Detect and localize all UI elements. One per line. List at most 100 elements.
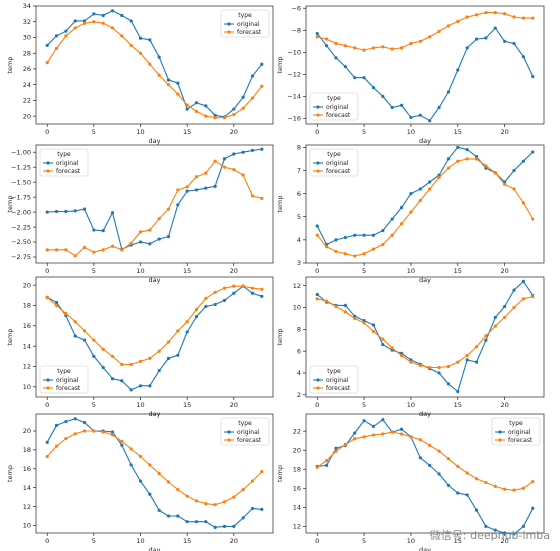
data-point-forecast: [456, 19, 460, 24]
data-point-forecast: [409, 41, 413, 46]
data-point-forecast: [334, 449, 338, 453]
data-point-forecast: [120, 362, 124, 367]
data-point-original: [512, 168, 516, 173]
legend-marker-forecast: [316, 386, 320, 390]
data-point-original: [250, 291, 255, 295]
y-tick-label: 20: [293, 446, 301, 454]
data-point-original: [484, 338, 488, 342]
data-point-original: [260, 507, 264, 511]
data-point-forecast: [362, 435, 366, 439]
legend-marker-forecast: [316, 113, 320, 117]
data-point-original: [353, 233, 357, 237]
data-point-original: [129, 19, 133, 23]
data-point-original: [343, 235, 347, 240]
x-axis-label: day: [149, 546, 161, 551]
data-point-original: [315, 292, 319, 297]
x-tick-label: 5: [92, 401, 96, 409]
data-point-original: [390, 217, 394, 221]
chart-1: 0 5 10 15 20 20 22 24 26 28 30 32 34 day temp type origi…: [6, 2, 274, 145]
data-point-forecast: [465, 471, 469, 475]
data-point-forecast: [176, 487, 180, 492]
y-tick-label: 26: [23, 65, 31, 73]
chart-8: 0 5 10 15 20 12 14 16 18 20 22 day temp type originalf…: [276, 413, 545, 551]
x-tick-label: 10: [407, 128, 415, 136]
data-point-forecast: [185, 185, 189, 189]
data-point-forecast: [222, 500, 227, 504]
data-point-original: [73, 209, 77, 213]
data-point-forecast: [120, 248, 124, 252]
data-point-original: [73, 334, 77, 338]
data-point-forecast: [428, 365, 432, 370]
y-tick-label: −2.25: [11, 223, 31, 231]
y-tick-label: 4: [297, 236, 301, 244]
data-point-forecast: [456, 159, 460, 163]
data-point-original: [465, 46, 469, 50]
data-point-forecast: [101, 248, 105, 252]
data-point-forecast: [204, 502, 208, 506]
data-point-original: [138, 240, 143, 244]
legend-marker-forecast: [227, 438, 231, 442]
data-point-original: [521, 55, 525, 59]
plot-frame: [305, 144, 545, 264]
y-tick-label: 34: [23, 2, 31, 10]
data-point-forecast: [213, 159, 217, 163]
data-point-forecast: [101, 430, 105, 434]
data-point-forecast: [325, 37, 329, 41]
data-point-original: [129, 388, 133, 392]
legend-entry-forecast: forecast: [508, 437, 533, 444]
data-point-original: [418, 113, 422, 117]
data-point-forecast: [493, 324, 497, 328]
data-point-original: [521, 524, 525, 528]
data-point-original: [474, 154, 479, 159]
x-tick-label: 20: [501, 128, 509, 136]
data-point-original: [465, 358, 469, 362]
data-point-forecast: [92, 250, 96, 254]
data-point-original: [54, 34, 59, 38]
legend-title: type: [509, 420, 523, 427]
data-point-original: [334, 238, 338, 242]
data-point-forecast: [399, 432, 404, 436]
data-point-forecast: [315, 35, 319, 39]
data-point-forecast: [250, 479, 255, 483]
legend-title: type: [57, 151, 71, 158]
data-point-original: [110, 430, 115, 434]
y-tick-label: 8: [297, 326, 301, 334]
data-point-forecast: [512, 305, 516, 310]
data-point-forecast: [503, 12, 507, 16]
data-point-original: [418, 187, 422, 191]
legend-entry-forecast: forecast: [56, 168, 81, 175]
legend-entry-original: original: [508, 429, 531, 436]
y-tick-label: 16: [23, 465, 31, 473]
y-tick-label: 14: [293, 503, 301, 511]
data-point-original: [176, 514, 180, 518]
data-point-original: [110, 9, 115, 13]
y-tick-label: 10: [23, 522, 31, 530]
x-tick-label: 10: [407, 537, 415, 545]
data-point-original: [465, 493, 469, 497]
data-point-forecast: [250, 194, 255, 198]
legend-entry-forecast: forecast: [56, 385, 81, 392]
data-point-original: [353, 76, 357, 80]
series-line-forecast: [46, 430, 263, 506]
data-point-original: [362, 233, 366, 237]
y-axis-label: temp: [6, 328, 14, 345]
y-tick-label: 22: [293, 427, 301, 435]
chart-7: 0 5 10 15 20 10 12 14 16 18 20 day temp type originalf…: [6, 413, 274, 551]
data-point-forecast: [362, 48, 366, 52]
legend-entry-original: original: [326, 160, 349, 167]
data-point-forecast: [343, 310, 347, 314]
data-point-original: [222, 157, 227, 161]
legend-marker-forecast: [498, 438, 502, 442]
legend-box: [39, 365, 89, 394]
legend-entry-original: original: [326, 377, 349, 384]
data-point-forecast: [110, 433, 115, 437]
data-point-forecast: [371, 329, 376, 334]
legend-box: [309, 365, 359, 394]
data-point-original: [446, 483, 451, 487]
data-point-original: [101, 13, 105, 18]
data-point-forecast: [484, 480, 488, 485]
y-tick-label: −1.75: [11, 193, 31, 201]
data-point-forecast: [166, 83, 171, 87]
